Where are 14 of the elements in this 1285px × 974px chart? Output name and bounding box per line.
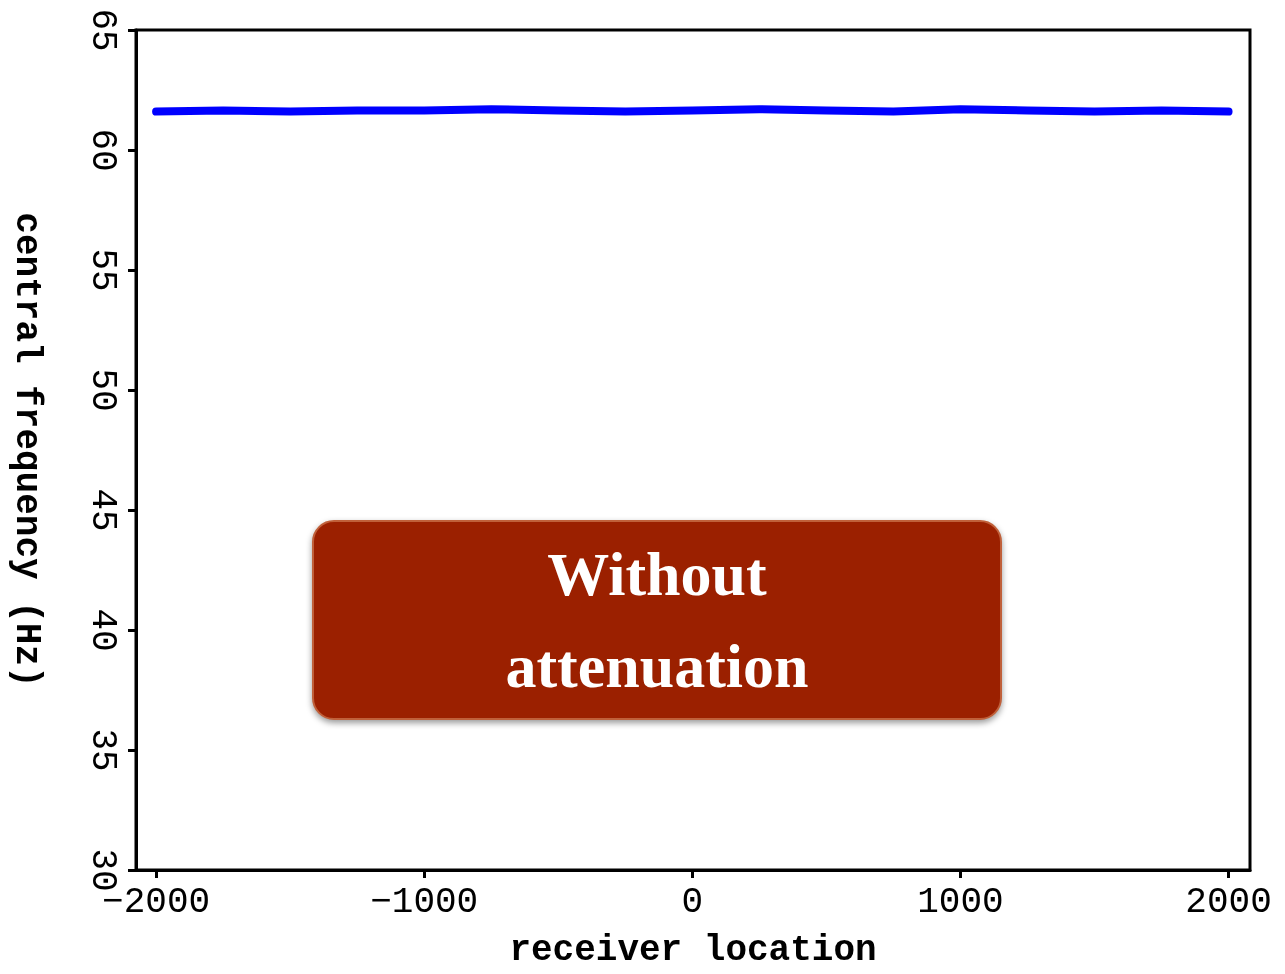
y-tick-label: 50 [81,368,123,412]
y-tick-label: 45 [81,488,123,532]
x-tick-label: 0 [681,881,704,923]
note-box: Without attenuation [312,520,1002,720]
y-axis-title: central frequency (Hz) [5,212,47,688]
x-tick-label: 2000 [1185,881,1272,923]
y-tick-label: 35 [81,728,123,772]
y-tick-label: 60 [81,128,123,172]
x-axis-title: receiver location [509,929,877,971]
y-tick-label: 55 [81,248,123,292]
y-tick-label: 65 [81,8,123,52]
y-tick-label: 40 [81,608,123,652]
x-tick-label: −1000 [370,881,479,923]
x-tick-label: 1000 [917,881,1004,923]
